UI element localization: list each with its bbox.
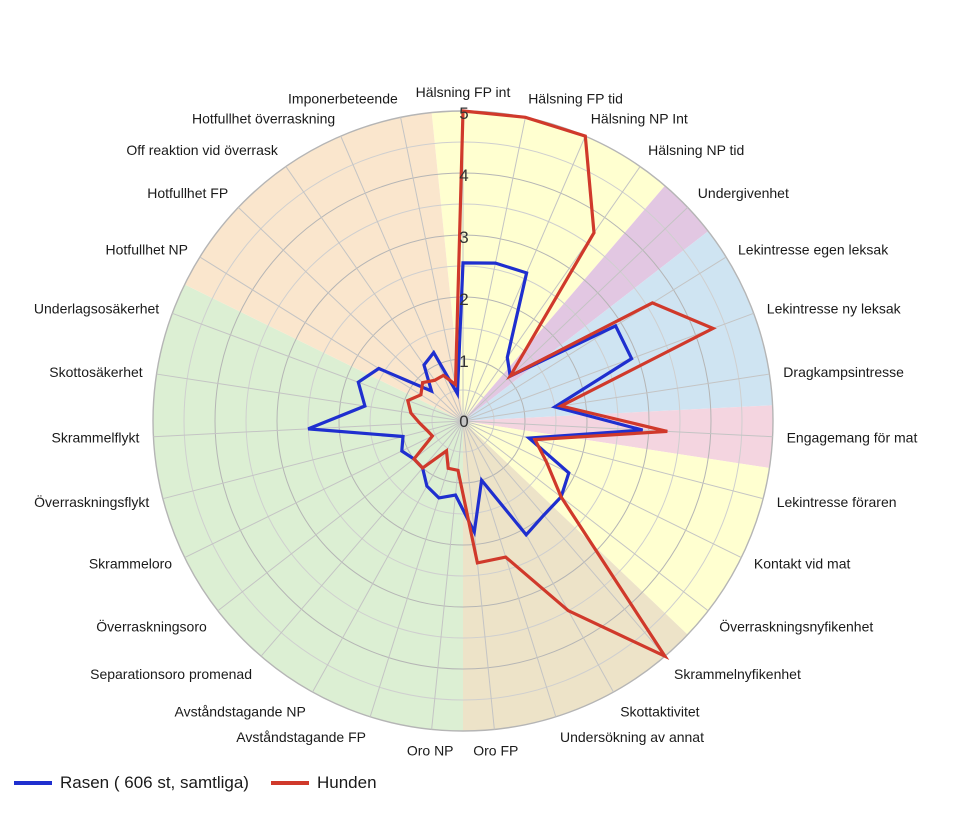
- grid-spoke-18: [312, 420, 464, 693]
- category-label-12: Skrammelnyfikenhet: [674, 666, 801, 682]
- category-label-19: Separationsoro promenad: [90, 666, 252, 682]
- category-label-2: Hälsning NP Int: [591, 110, 688, 126]
- tick-label-0: 0: [459, 412, 468, 431]
- category-label-16: Oro NP: [407, 742, 454, 758]
- series-line-1: [405, 109, 717, 661]
- category-label-14: Undersökning av annat: [560, 729, 704, 745]
- grid-spoke-9: [462, 420, 764, 500]
- category-label-3: Hälsning NP tid: [648, 142, 744, 158]
- category-label-7: Dragkampsintresse: [783, 364, 904, 380]
- tick-label-5: 5: [459, 104, 468, 123]
- grid-spoke-1: [462, 117, 526, 422]
- sector-band-7: [184, 112, 463, 421]
- grid-spoke-21: [184, 420, 464, 558]
- category-label-25: Underlagsosäkerhet: [34, 301, 159, 317]
- grid-spoke-22: [162, 420, 464, 500]
- category-label-29: Hotfullhet överraskning: [192, 110, 335, 126]
- tick-label-3: 3: [459, 228, 468, 247]
- category-label-11: Överraskningsnyfikenhet: [719, 617, 873, 634]
- category-label-9: Lekintresse föraren: [777, 494, 897, 510]
- category-label-27: Hotfullhet FP: [147, 185, 228, 201]
- legend-swatch-hunden: [270, 781, 309, 785]
- category-labels: Hälsning FP int Hälsning FP tid Hälsning N…: [34, 84, 918, 758]
- category-label-4: Undergivenhet: [698, 185, 789, 201]
- legend-item-rasen: Rasen ( 606 st, samtliga): [14, 773, 249, 793]
- category-label-5: Lekintresse egen leksak: [738, 242, 889, 258]
- legend-swatch-rasen: [14, 781, 52, 785]
- sector-band-0: [431, 111, 665, 421]
- category-label-8: Engagemang för mat: [787, 429, 918, 445]
- category-label-6: Lekintresse ny leksak: [767, 301, 902, 317]
- grid-spoke-7: [462, 373, 770, 422]
- category-label-30: Imponerbeteende: [288, 91, 398, 107]
- grid-spoke-12: [462, 420, 666, 657]
- grid-spoke-27: [237, 207, 464, 422]
- tick-labels: 0 1 2 3 4 5: [459, 104, 468, 431]
- category-label-15: Oro FP: [473, 742, 518, 758]
- tick-label-1: 1: [459, 352, 468, 371]
- grid-spoke-26: [199, 256, 464, 422]
- category-label-21: Skrammeloro: [89, 556, 172, 572]
- grid-spoke-19: [260, 420, 464, 657]
- category-label-1: Hälsning FP tid: [528, 91, 623, 107]
- category-label-17: Avståndstagande FP: [236, 729, 366, 745]
- grid-spoke-29: [340, 135, 464, 422]
- grid-spoke-20: [217, 420, 464, 612]
- category-label-28: Off reaktion vid överrask: [126, 142, 278, 158]
- grid-spoke-30: [400, 117, 464, 422]
- sector-band-2: [463, 231, 773, 421]
- grid-spoke-5: [462, 256, 727, 422]
- category-label-22: Överraskningsflykt: [34, 493, 149, 510]
- category-label-13: Skottaktivitet: [620, 703, 699, 719]
- legend-label-hunden: Hunden: [316, 773, 377, 792]
- grid-spoke-17: [369, 420, 464, 717]
- grid-spoke-14: [462, 420, 557, 717]
- grid-spoke-10: [462, 420, 742, 558]
- sector-band-3: [463, 405, 773, 468]
- grid-spoke-25: [172, 312, 464, 422]
- category-label-10: Kontakt vid mat: [754, 556, 851, 572]
- category-label-18: Avståndstagande NP: [175, 703, 306, 719]
- sector-band-5: [463, 421, 688, 731]
- grid-spoke-28: [285, 166, 464, 422]
- sector-band-6: [152, 284, 463, 731]
- category-label-26: Hotfullhet NP: [106, 242, 188, 258]
- category-label-23: Skrammelflykt: [51, 429, 139, 445]
- series-lines: [307, 109, 717, 661]
- series-line-0: [307, 261, 644, 538]
- grid-spoke-11: [462, 420, 709, 612]
- tick-label-4: 4: [459, 166, 468, 185]
- grid-spoke-15: [462, 420, 495, 730]
- category-label-20: Överraskningsoro: [96, 617, 207, 634]
- legend-label-rasen: Rasen ( 606 st, samtliga): [60, 773, 249, 792]
- grid-spoke-3: [462, 166, 641, 422]
- grid-spoke-13: [462, 420, 614, 693]
- grid-spoke-4: [462, 207, 689, 422]
- category-label-0: Hälsning FP int: [416, 84, 511, 100]
- legend: Rasen ( 606 st, samtliga) Hunden: [14, 773, 399, 793]
- grid-spoke-8: [462, 420, 773, 438]
- tick-label-2: 2: [459, 290, 468, 309]
- legend-item-hunden: Hunden: [270, 773, 377, 793]
- category-label-24: Skottosäkerhet: [49, 364, 142, 380]
